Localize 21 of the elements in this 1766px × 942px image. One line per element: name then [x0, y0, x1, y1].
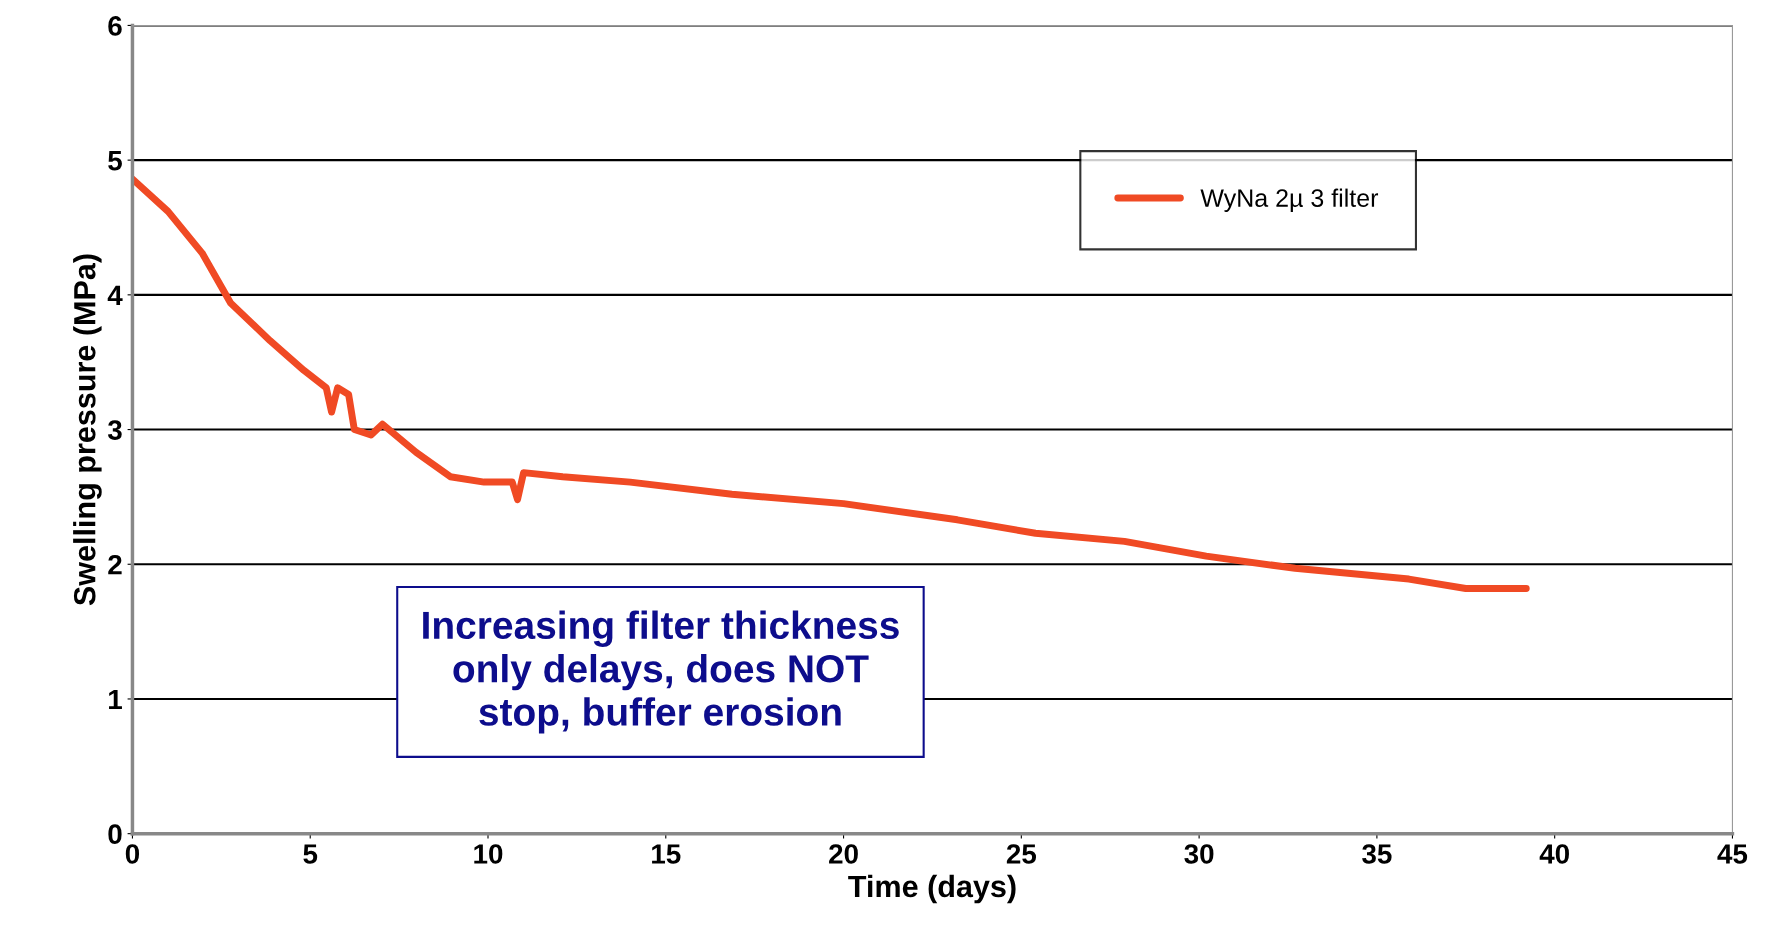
x-tick-label: 10	[474, 844, 503, 864]
x-axis-title: Time (days)	[848, 874, 1016, 904]
y-tick-label: 5	[108, 151, 122, 171]
y-tick-label: 4	[107, 285, 123, 305]
legend-label: WyNa 2µ 3 filter	[1200, 188, 1379, 212]
x-tick-label: 5	[303, 844, 318, 864]
x-tick-label: 25	[1006, 844, 1037, 864]
x-tick-label: 30	[1184, 844, 1214, 864]
annotation: Increasing filter thickness only delays, does NOT stop, buffer erosion	[423, 610, 899, 734]
x-tick-label: 35	[1362, 844, 1392, 864]
y-tick-label: 0	[108, 824, 122, 845]
x-tick-label: 0	[125, 844, 140, 864]
x-tick-label: 40	[1539, 844, 1569, 864]
y-tick-label: 3	[107, 420, 122, 440]
y-tick-label: 6	[108, 16, 122, 36]
x-tick-label: 45	[1717, 844, 1748, 864]
x-tick-label: 20	[829, 844, 858, 864]
y-tick-label: 1	[109, 689, 122, 710]
y-tick-label: 2	[108, 554, 122, 575]
y-axis-title: Swelling pressure (MPa)	[73, 254, 102, 606]
x-tick-label: 15	[652, 844, 681, 864]
